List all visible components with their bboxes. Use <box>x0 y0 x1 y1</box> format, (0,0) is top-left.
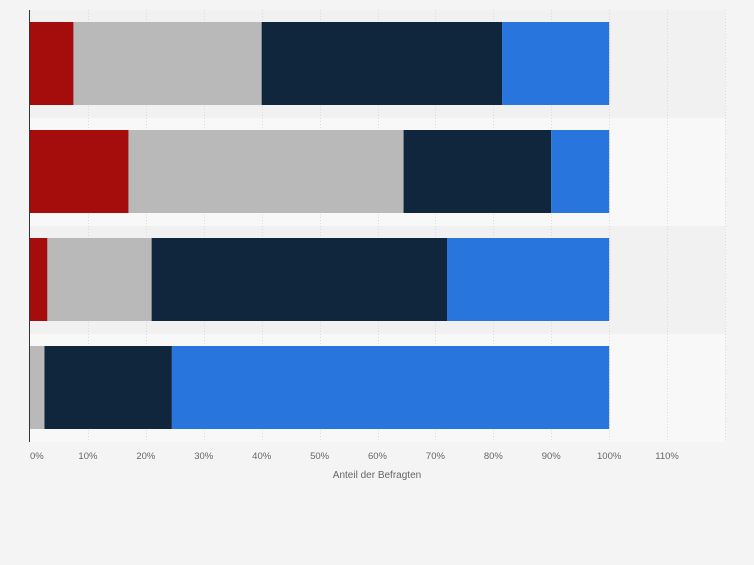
bar-segment <box>30 346 45 429</box>
bar-segment <box>502 22 610 105</box>
bar-segment <box>47 238 152 321</box>
bar-segment <box>551 130 610 213</box>
x-tick-label: 50% <box>310 451 330 462</box>
bar-segment <box>128 130 404 213</box>
x-tick-label: 110% <box>655 451 679 462</box>
bar-segment <box>30 238 48 321</box>
bar-segment <box>447 238 610 321</box>
bars <box>30 22 610 429</box>
x-tick-label: 60% <box>368 451 388 462</box>
x-tick-label: 30% <box>194 451 214 462</box>
x-tick-label: 80% <box>484 451 504 462</box>
x-tick-label: 40% <box>252 451 272 462</box>
x-tick-label: 20% <box>136 451 156 462</box>
bar-segment <box>30 130 129 213</box>
bar-segment <box>261 22 503 105</box>
bar-segment <box>171 346 610 429</box>
x-tick-label: 0% <box>30 451 44 462</box>
x-tick-label: 100% <box>597 451 622 462</box>
x-axis-label: Anteil der Befragten <box>333 470 421 481</box>
bar-segment <box>44 346 172 429</box>
x-tick-label: 10% <box>78 451 98 462</box>
x-tick-label: 70% <box>426 451 446 462</box>
x-tick-label: 90% <box>542 451 562 462</box>
x-tick-labels: 0% 10% 20% 30% 40% 50% 60% 70% 80% 90% 100% 110% <box>30 451 679 462</box>
bar-segment <box>73 22 262 105</box>
bar-segment <box>403 130 552 213</box>
bar-segment <box>30 22 74 105</box>
bar-segment <box>151 238 447 321</box>
